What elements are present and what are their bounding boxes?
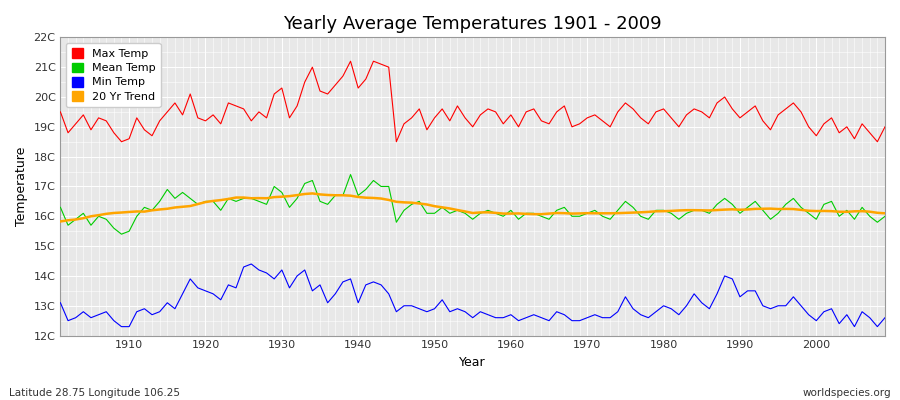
Y-axis label: Temperature: Temperature	[15, 147, 28, 226]
Legend: Max Temp, Mean Temp, Min Temp, 20 Yr Trend: Max Temp, Mean Temp, Min Temp, 20 Yr Tre…	[66, 43, 161, 107]
Title: Yearly Average Temperatures 1901 - 2009: Yearly Average Temperatures 1901 - 2009	[284, 15, 662, 33]
X-axis label: Year: Year	[459, 356, 486, 369]
Text: worldspecies.org: worldspecies.org	[803, 388, 891, 398]
Text: Latitude 28.75 Longitude 106.25: Latitude 28.75 Longitude 106.25	[9, 388, 180, 398]
